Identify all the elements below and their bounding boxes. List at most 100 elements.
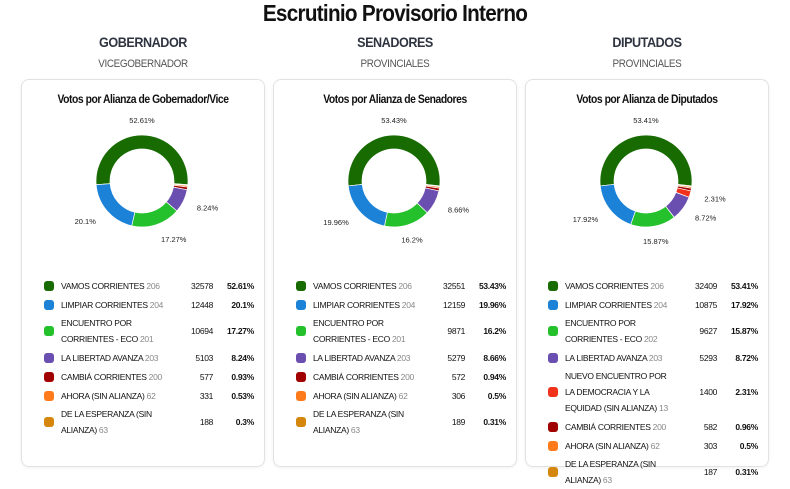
page-title: Escrutinio Provisorio Interno <box>262 0 528 26</box>
list-number: 203 <box>396 352 411 363</box>
donut-slice[interactable] <box>347 134 441 187</box>
chart-card: Votos por Alianza de Diputados VAMOS COR… <box>525 79 769 485</box>
list-number: 62 <box>398 390 408 401</box>
votes: 189 <box>451 417 466 427</box>
percentage: 8.24% <box>231 352 254 363</box>
slice-label: 8.24% <box>197 204 219 213</box>
list-number: 203 <box>648 352 663 363</box>
column-heading: DIPUTADOS <box>612 34 682 50</box>
percentage: 17.92% <box>730 299 758 310</box>
legend-row: VAMOS CORRIENTES 206 32551 53.43% <box>296 276 506 295</box>
color-swatch <box>296 371 306 382</box>
votes: 5103 <box>195 352 214 363</box>
legend-row: NUEVO ENCUENTRO POR LA DEMOCRACIA Y LA E… <box>548 367 758 417</box>
slice-label: 15.87% <box>643 237 669 246</box>
percentage: 52.61% <box>226 280 254 291</box>
party-name: CAMBIÁ CORRIENTES 200 <box>61 371 162 382</box>
legend-row: AHORA (SIN ALIANZA) 62 303 0.5% <box>548 436 758 455</box>
donut-slice[interactable] <box>347 184 388 227</box>
color-swatch <box>548 299 558 310</box>
color-swatch <box>548 440 558 451</box>
percentage: 0.31% <box>483 417 506 427</box>
color-swatch <box>44 299 54 310</box>
party-name: ENCUENTRO POR CORRIENTES - ECO 201 <box>61 318 154 344</box>
votes: 1400 <box>699 387 718 397</box>
donut-slice[interactable] <box>131 201 178 228</box>
list-number: 202 <box>643 334 658 344</box>
slice-label: 20.1% <box>75 217 97 226</box>
party-name: CAMBIÁ CORRIENTES 200 <box>565 421 667 432</box>
color-swatch <box>548 352 558 363</box>
donut-slice[interactable] <box>95 183 136 227</box>
percentage: 20.1% <box>231 299 254 310</box>
percentage: 0.96% <box>735 421 758 432</box>
list-number: 63 <box>350 425 360 435</box>
percentage: 0.5% <box>487 390 506 401</box>
donut-slice[interactable] <box>599 134 693 187</box>
slice-label: 53.43% <box>381 116 407 125</box>
color-swatch <box>44 352 54 363</box>
color-swatch <box>548 387 558 397</box>
column-senadores: SENADORES PROVINCIALES Votos por Alianza… <box>273 34 517 467</box>
votes: 331 <box>199 390 214 401</box>
list-number: 204 <box>401 299 416 310</box>
percentage: 19.96% <box>478 299 506 310</box>
list-number: 206 <box>398 280 412 291</box>
party-name: ENCUENTRO POR CORRIENTES - ECO 202 <box>565 318 658 344</box>
column-subheading: PROVINCIALES <box>360 58 430 70</box>
legend-row: CAMBIÁ CORRIENTES 200 577 0.93% <box>44 367 254 386</box>
list-number: 63 <box>602 475 612 485</box>
column-subheading: VICEGOBERNADOR <box>98 58 188 70</box>
slice-label: 2.31% <box>704 194 726 203</box>
votes: 12159 <box>442 299 466 310</box>
color-swatch <box>44 280 54 291</box>
votes: 303 <box>703 440 718 451</box>
list-number: 63 <box>98 425 108 435</box>
percentage: 53.41% <box>730 280 758 291</box>
legend-row: AHORA (SIN ALIANZA) 62 306 0.5% <box>296 386 506 405</box>
list-number: 62 <box>650 440 660 451</box>
votes: 572 <box>451 371 466 382</box>
slice-label: 53.41% <box>633 116 659 125</box>
percentage: 0.93% <box>231 371 254 382</box>
donut-slice[interactable] <box>630 205 675 228</box>
votes: 10875 <box>694 299 718 310</box>
color-swatch <box>44 417 54 427</box>
slice-label: 17.92% <box>573 215 599 224</box>
column-diputados: DIPUTADOS PROVINCIALES Votos por Alianza… <box>525 34 769 485</box>
color-swatch <box>548 280 558 291</box>
donut-slice[interactable] <box>95 134 189 186</box>
chart-card: Votos por Alianza de Gobernador/Vice VAM… <box>21 79 265 467</box>
party-name: CAMBIÁ CORRIENTES 200 <box>313 371 414 382</box>
percentage: 0.5% <box>739 440 758 451</box>
list-number: 200 <box>652 421 667 432</box>
party-name: DE LA ESPERANZA (SIN ALIANZA) 63 <box>313 409 404 435</box>
percentage: 0.53% <box>231 390 254 401</box>
donut-slice[interactable] <box>599 184 636 225</box>
percentage: 16.2% <box>483 326 506 336</box>
chart-card: Votos por Alianza de Senadores VAMOS COR… <box>273 79 517 467</box>
color-swatch <box>296 417 306 427</box>
party-name: LIMPIAR CORRIENTES 204 <box>565 299 668 310</box>
party-name: NUEVO ENCUENTRO POR LA DEMOCRACIA Y LA E… <box>565 371 668 413</box>
percentage: 2.31% <box>735 387 758 397</box>
percentage: 0.94% <box>483 371 506 382</box>
votes: 5279 <box>447 352 466 363</box>
donut-slice[interactable] <box>384 202 428 228</box>
party-name: ENCUENTRO POR CORRIENTES - ECO 201 <box>313 318 406 344</box>
legend-row: ENCUENTRO POR CORRIENTES - ECO 202 9627 … <box>548 314 758 348</box>
party-name: VAMOS CORRIENTES 206 <box>313 280 412 291</box>
party-name: LA LIBERTAD AVANZA 203 <box>313 352 411 363</box>
votes: 577 <box>199 371 214 382</box>
color-swatch <box>296 390 306 401</box>
slice-label: 19.96% <box>323 218 349 227</box>
votes: 582 <box>703 421 718 432</box>
slice-label: 16.2% <box>401 235 423 244</box>
legend-row: LA LIBERTAD AVANZA 203 5293 8.72% <box>548 348 758 367</box>
color-swatch <box>296 326 306 336</box>
percentage: 17.27% <box>226 326 254 336</box>
votes: 306 <box>451 390 466 401</box>
slice-label: 8.72% <box>695 213 717 222</box>
party-name: LA LIBERTAD AVANZA 203 <box>61 352 159 363</box>
votes: 188 <box>199 417 214 427</box>
